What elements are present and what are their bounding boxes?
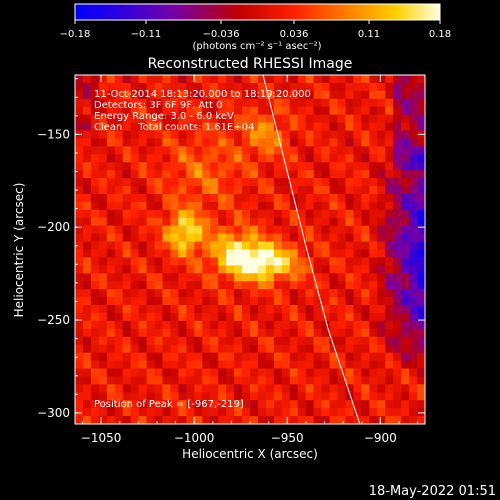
- colorbar-tick-label: −0.036: [202, 29, 239, 40]
- colorbar-tick-label: −0.18: [60, 29, 91, 40]
- colorbar-tick-label: −0.11: [131, 29, 162, 40]
- y-tick-label: −250: [37, 313, 70, 327]
- y-tick-label: −300: [37, 406, 70, 420]
- colorbar: [74, 3, 441, 21]
- annotation-time-range: 11-Oct-2014 18:13:20.000 to 18:19:20.000: [94, 89, 311, 100]
- y-axis-label: Heliocentric Y (arcsec): [12, 183, 26, 318]
- annotation-detectors: Detectors: 3F 6F 9F, Att 0: [94, 100, 222, 111]
- x-tick-label: −1000: [174, 431, 215, 445]
- solar-limb-line: [262, 75, 361, 424]
- heatmap-image: [75, 75, 425, 424]
- info-annotations: 11-Oct-2014 18:13:20.000 to 18:19:20.000…: [94, 89, 311, 133]
- colorbar-tick-label: 0.036: [280, 29, 309, 40]
- x-tick-label: −950: [271, 431, 304, 445]
- colorbar-tick-label: 0.11: [358, 29, 380, 40]
- colorbar-ticks: −0.18 −0.11 −0.036 0.036 0.11 0.18: [60, 20, 451, 40]
- x-tick-label: −900: [364, 431, 397, 445]
- x-axis-label: Heliocentric X (arcsec): [182, 447, 318, 461]
- chart-title: Reconstructed RHESSI Image: [148, 56, 353, 72]
- axis-ticks: −1050 −1000 −950 −900 −150 −200 −250 −300: [37, 75, 425, 445]
- annotation-counts: Clean Total counts: 1.61E+04: [94, 122, 254, 133]
- x-tick-label: −1050: [81, 431, 122, 445]
- peak-position-label: Position of Peak = [-967,-219]: [94, 399, 244, 410]
- y-tick-label: −150: [37, 127, 70, 141]
- footer-timestamp: 18-May-2022 01:51: [369, 484, 496, 499]
- annotation-energy-range: Energy Range: 3.0 - 6.0 keV: [94, 111, 234, 122]
- colorbar-unit-label: (photons cm⁻² s⁻¹ asec⁻²): [192, 41, 321, 52]
- y-tick-label: −200: [37, 220, 70, 234]
- colorbar-tick-label: 0.18: [429, 29, 451, 40]
